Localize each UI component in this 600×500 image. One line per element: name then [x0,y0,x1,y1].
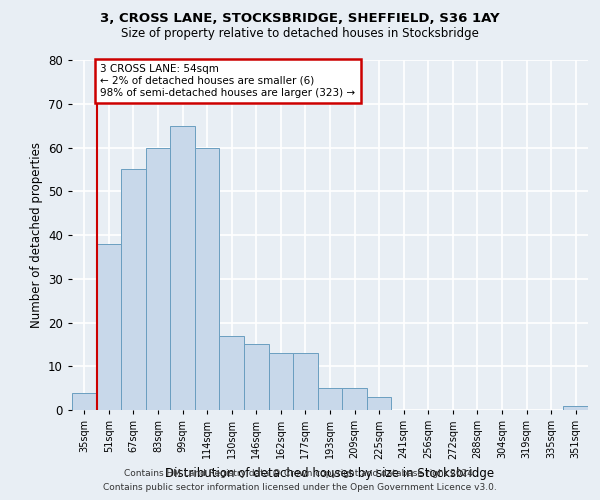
Bar [72,392,97,410]
Text: 3, CROSS LANE, STOCKSBRIDGE, SHEFFIELD, S36 1AY: 3, CROSS LANE, STOCKSBRIDGE, SHEFFIELD, … [100,12,500,26]
Bar [97,244,121,410]
Bar [195,148,220,410]
Bar [170,126,195,410]
Bar [269,353,293,410]
Bar [318,388,342,410]
Text: 3 CROSS LANE: 54sqm
← 2% of detached houses are smaller (6)
98% of semi-detached: 3 CROSS LANE: 54sqm ← 2% of detached hou… [100,64,355,98]
Bar [244,344,269,410]
Bar [220,336,244,410]
X-axis label: Distribution of detached houses by size in Stocksbridge: Distribution of detached houses by size … [166,467,494,480]
Bar [121,170,146,410]
Bar [342,388,367,410]
Bar [563,406,588,410]
Text: Size of property relative to detached houses in Stocksbridge: Size of property relative to detached ho… [121,28,479,40]
Text: Contains HM Land Registry data © Crown copyright and database right 2024.: Contains HM Land Registry data © Crown c… [124,468,476,477]
Text: Contains public sector information licensed under the Open Government Licence v3: Contains public sector information licen… [103,484,497,492]
Bar [146,148,170,410]
Y-axis label: Number of detached properties: Number of detached properties [29,142,43,328]
Bar [367,397,391,410]
Bar [293,353,318,410]
